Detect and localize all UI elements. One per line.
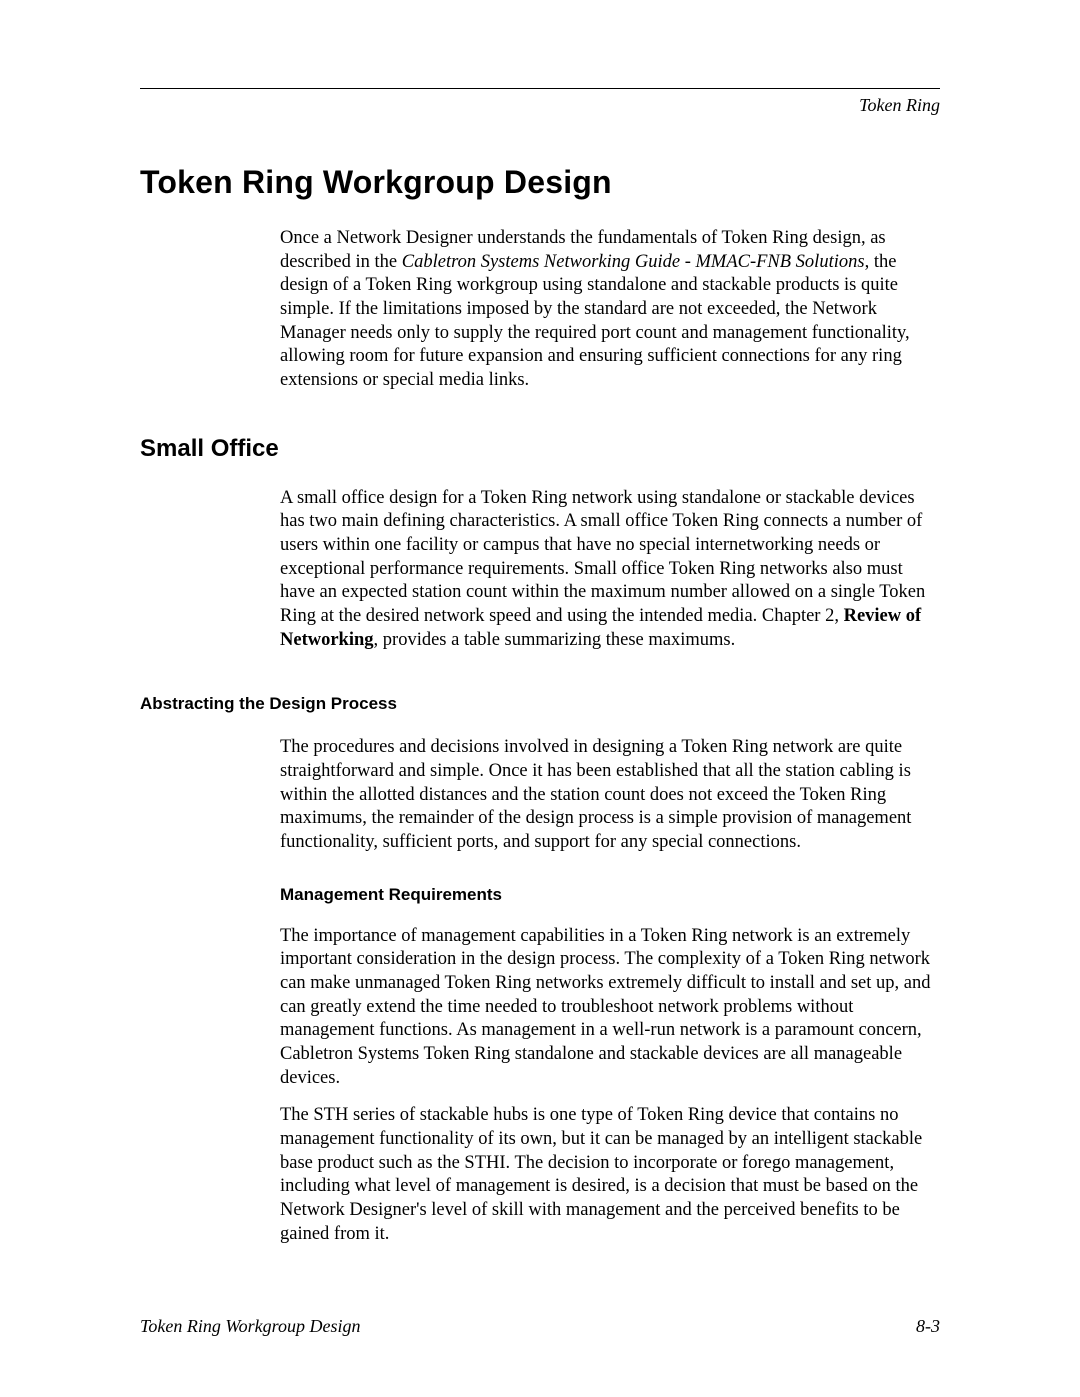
intro-italic: Cabletron Systems Networking Guide - MMA… (402, 252, 865, 272)
section-heading-small-office: Small Office (140, 435, 940, 463)
management-paragraph-2: The STH series of stackable hubs is one … (280, 1104, 940, 1246)
intro-text-after: , the design of a Token Ring workgroup u… (280, 252, 910, 390)
intro-paragraph: Once a Network Designer understands the … (280, 227, 940, 393)
subsection-heading-abstracting: Abstracting the Design Process (140, 694, 940, 714)
document-page: Token Ring Token Ring Workgroup Design O… (0, 0, 1080, 1397)
running-head: Token Ring (140, 95, 940, 116)
abstracting-paragraph: The procedures and decisions involved in… (280, 736, 940, 854)
header-rule (140, 88, 940, 89)
page-title: Token Ring Workgroup Design (140, 164, 940, 201)
small-office-paragraph: A small office design for a Token Ring n… (280, 487, 940, 653)
small-office-after-bold: , provides a table summarizing these max… (374, 630, 736, 650)
footer-right: 8-3 (916, 1316, 940, 1337)
page-footer: Token Ring Workgroup Design 8-3 (140, 1316, 940, 1337)
small-office-before-bold: A small office design for a Token Ring n… (280, 488, 925, 626)
management-paragraph-1: The importance of management capabilitie… (280, 925, 940, 1091)
subsubsection-heading-management: Management Requirements (280, 885, 940, 905)
footer-left: Token Ring Workgroup Design (140, 1316, 361, 1337)
